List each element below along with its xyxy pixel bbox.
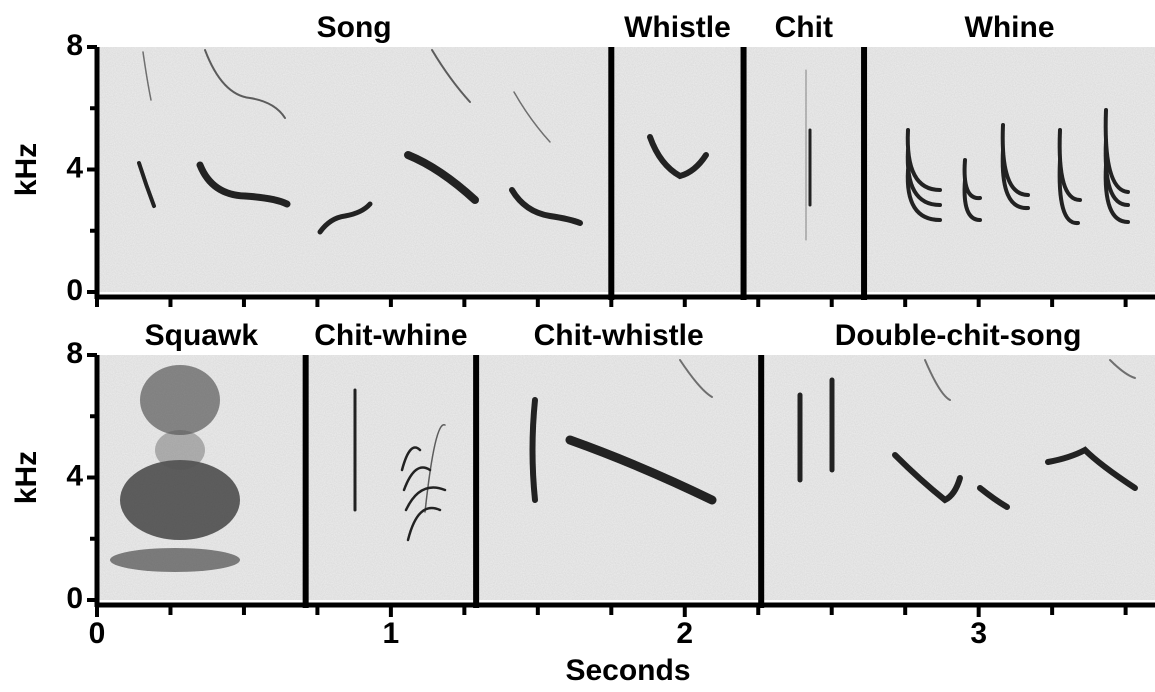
segment-divider	[861, 47, 868, 300]
x-axis-label: Seconds	[565, 654, 690, 687]
y-tick-label: 8	[66, 29, 83, 62]
segment-label: Chit-whistle	[534, 319, 704, 352]
x-tick-label: 3	[970, 617, 987, 650]
y-tick-label: 4	[66, 151, 83, 184]
y-tick-label: 4	[66, 459, 83, 492]
x-tick-label: 0	[89, 617, 106, 650]
y-tick-label: 0	[66, 274, 83, 307]
y-tick-label: 8	[66, 337, 83, 370]
segment-label: Whine	[965, 11, 1055, 44]
segment-label: Whistle	[624, 11, 731, 44]
y-tick-label: 0	[66, 582, 83, 615]
segment-divider	[608, 47, 615, 300]
segment-label: Double-chit-song	[835, 319, 1082, 352]
y-axis-label: kHz	[10, 451, 43, 504]
axes: Song Whistle Chit Whine 0 4 8 kHz Squawk Chit-whi…	[10, 11, 1155, 687]
y-axis-label: kHz	[10, 143, 43, 196]
segment-label: Song	[317, 11, 392, 44]
segment-divider	[758, 355, 765, 608]
segment-divider	[302, 355, 309, 608]
noise-texture	[97, 355, 1155, 600]
segment-label: Chit	[775, 11, 833, 44]
segment-divider	[740, 47, 747, 300]
segment-divider	[473, 355, 480, 608]
x-tick-label: 2	[676, 617, 693, 650]
x-tick-label: 1	[383, 617, 400, 650]
spectrogram-traces	[110, 49, 1138, 572]
noise-texture	[97, 47, 1155, 292]
segment-label: Chit-whine	[314, 319, 467, 352]
segment-label: Squawk	[145, 319, 259, 352]
